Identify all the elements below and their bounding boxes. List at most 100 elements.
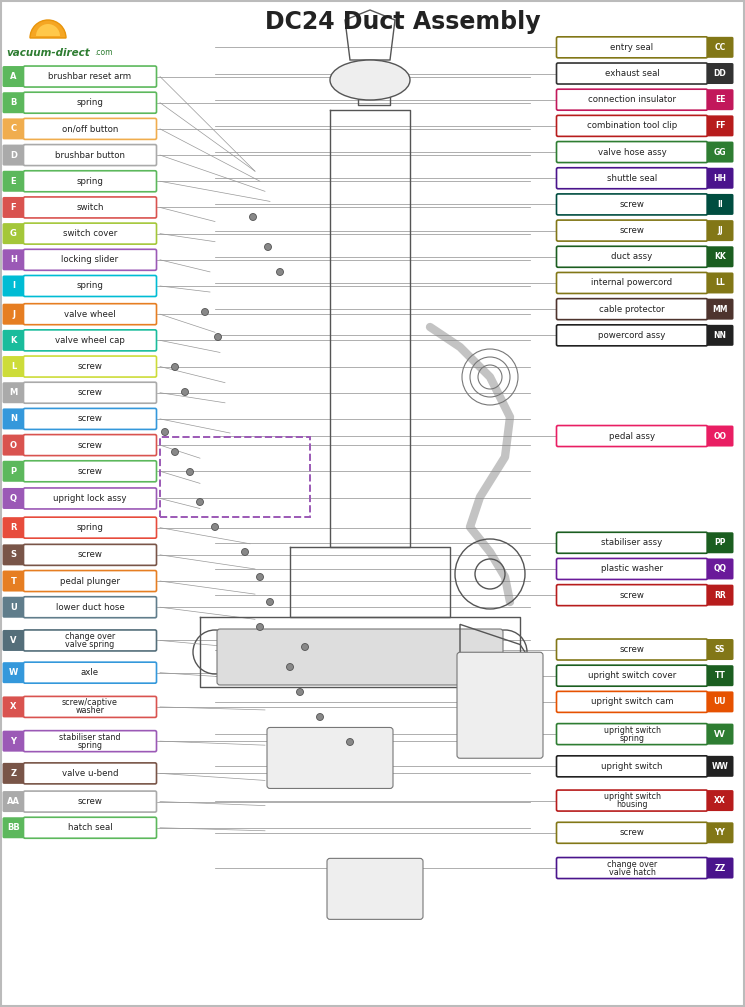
Text: E: E bbox=[10, 177, 16, 185]
FancyBboxPatch shape bbox=[706, 692, 734, 712]
FancyBboxPatch shape bbox=[24, 171, 156, 191]
FancyBboxPatch shape bbox=[24, 763, 156, 783]
FancyBboxPatch shape bbox=[557, 63, 708, 84]
Text: VV: VV bbox=[714, 730, 726, 738]
Text: internal powercord: internal powercord bbox=[592, 279, 673, 287]
Text: axle: axle bbox=[81, 669, 99, 677]
FancyBboxPatch shape bbox=[24, 276, 156, 296]
Text: WW: WW bbox=[711, 762, 729, 770]
FancyBboxPatch shape bbox=[706, 194, 734, 214]
FancyBboxPatch shape bbox=[24, 630, 156, 651]
Text: F: F bbox=[10, 203, 16, 211]
Text: BB: BB bbox=[7, 824, 20, 832]
Text: I: I bbox=[12, 282, 15, 290]
FancyBboxPatch shape bbox=[2, 571, 25, 591]
Text: Y: Y bbox=[10, 737, 16, 745]
Text: GG: GG bbox=[714, 148, 726, 156]
Text: switch: switch bbox=[76, 203, 104, 211]
Text: combination tool clip: combination tool clip bbox=[587, 122, 677, 130]
FancyBboxPatch shape bbox=[706, 823, 734, 843]
FancyBboxPatch shape bbox=[327, 858, 423, 919]
Circle shape bbox=[241, 549, 249, 556]
Text: hatch seal: hatch seal bbox=[68, 824, 112, 832]
FancyBboxPatch shape bbox=[2, 304, 25, 324]
Text: change over: change over bbox=[65, 632, 115, 640]
Circle shape bbox=[182, 389, 188, 396]
Text: S: S bbox=[10, 551, 16, 559]
FancyBboxPatch shape bbox=[2, 224, 25, 244]
Text: locking slider: locking slider bbox=[61, 256, 118, 264]
Text: upright switch: upright switch bbox=[603, 726, 661, 734]
FancyBboxPatch shape bbox=[557, 559, 708, 579]
FancyBboxPatch shape bbox=[24, 518, 156, 538]
FancyBboxPatch shape bbox=[706, 247, 734, 267]
FancyBboxPatch shape bbox=[557, 666, 708, 686]
FancyBboxPatch shape bbox=[2, 545, 25, 565]
FancyBboxPatch shape bbox=[706, 639, 734, 660]
Text: spring: spring bbox=[77, 99, 104, 107]
FancyBboxPatch shape bbox=[24, 93, 156, 113]
FancyBboxPatch shape bbox=[2, 383, 25, 403]
FancyBboxPatch shape bbox=[24, 571, 156, 591]
FancyBboxPatch shape bbox=[706, 63, 734, 84]
Text: screw: screw bbox=[620, 227, 644, 235]
FancyBboxPatch shape bbox=[2, 145, 25, 165]
Text: XX: XX bbox=[714, 797, 726, 805]
FancyBboxPatch shape bbox=[24, 409, 156, 429]
Circle shape bbox=[256, 574, 264, 580]
Text: screw/captive: screw/captive bbox=[62, 699, 118, 707]
Text: shuttle seal: shuttle seal bbox=[607, 174, 657, 182]
Text: stabiliser stand: stabiliser stand bbox=[60, 733, 121, 741]
Text: change over: change over bbox=[607, 860, 657, 868]
FancyBboxPatch shape bbox=[557, 692, 708, 712]
Text: duct assy: duct assy bbox=[612, 253, 653, 261]
Text: G: G bbox=[10, 230, 17, 238]
Text: L: L bbox=[11, 363, 16, 371]
Text: pedal assy: pedal assy bbox=[609, 432, 655, 440]
Circle shape bbox=[317, 714, 323, 720]
FancyBboxPatch shape bbox=[557, 37, 708, 57]
FancyBboxPatch shape bbox=[24, 224, 156, 244]
FancyBboxPatch shape bbox=[2, 171, 25, 191]
FancyBboxPatch shape bbox=[2, 818, 25, 838]
Circle shape bbox=[287, 664, 294, 671]
Text: valve hatch: valve hatch bbox=[609, 868, 656, 876]
FancyBboxPatch shape bbox=[557, 533, 708, 553]
FancyBboxPatch shape bbox=[24, 250, 156, 270]
Text: M: M bbox=[10, 389, 18, 397]
Text: DD: DD bbox=[714, 69, 726, 78]
FancyBboxPatch shape bbox=[2, 93, 25, 113]
FancyBboxPatch shape bbox=[706, 666, 734, 686]
FancyBboxPatch shape bbox=[2, 276, 25, 296]
Text: O: O bbox=[10, 441, 17, 449]
Text: spring: spring bbox=[77, 741, 103, 749]
Text: lower duct hose: lower duct hose bbox=[56, 603, 124, 611]
Text: HH: HH bbox=[714, 174, 726, 182]
FancyBboxPatch shape bbox=[24, 383, 156, 403]
Text: P: P bbox=[10, 467, 16, 475]
Text: spring: spring bbox=[77, 177, 104, 185]
Circle shape bbox=[250, 213, 256, 221]
Text: K: K bbox=[10, 336, 16, 344]
Text: stabiliser assy: stabiliser assy bbox=[601, 539, 662, 547]
FancyBboxPatch shape bbox=[557, 639, 708, 660]
FancyBboxPatch shape bbox=[706, 273, 734, 293]
Circle shape bbox=[212, 524, 218, 531]
FancyBboxPatch shape bbox=[557, 299, 708, 319]
Circle shape bbox=[171, 364, 179, 371]
FancyBboxPatch shape bbox=[557, 90, 708, 110]
Text: upright switch: upright switch bbox=[601, 762, 663, 770]
Circle shape bbox=[215, 333, 221, 340]
Circle shape bbox=[186, 468, 194, 475]
FancyBboxPatch shape bbox=[24, 435, 156, 455]
Text: vacuum-direct: vacuum-direct bbox=[6, 48, 90, 58]
FancyBboxPatch shape bbox=[2, 763, 25, 783]
FancyBboxPatch shape bbox=[557, 142, 708, 162]
Text: screw: screw bbox=[77, 467, 102, 475]
Text: screw: screw bbox=[77, 363, 102, 371]
FancyBboxPatch shape bbox=[557, 194, 708, 214]
Text: Z: Z bbox=[10, 769, 16, 777]
Circle shape bbox=[197, 498, 203, 506]
Text: T: T bbox=[10, 577, 16, 585]
Wedge shape bbox=[36, 24, 60, 36]
